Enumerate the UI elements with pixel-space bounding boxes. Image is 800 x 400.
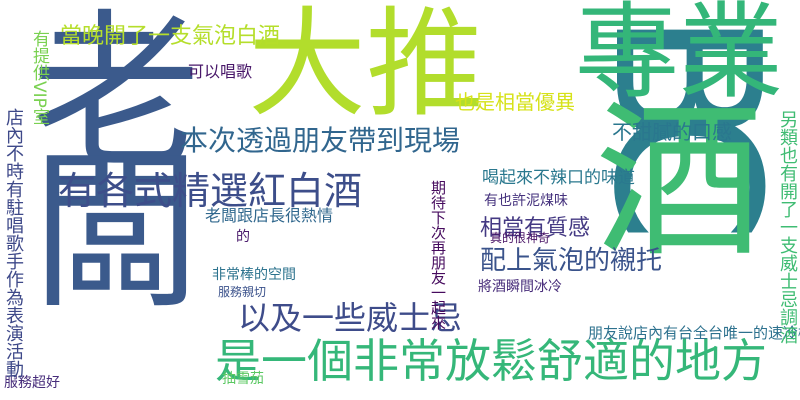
phrase-quick-chiller: 朋友說店內有台全台唯一的速冷機 bbox=[588, 324, 800, 342]
phrase-service-friendly: 服務親切 bbox=[218, 285, 267, 299]
phrase-whisky-cocktail: 另類也有開了一支威士忌調酒 bbox=[777, 110, 798, 344]
phrase-vip-room: 有提供VIP室 bbox=[29, 30, 49, 125]
phrase-great-service: 服務超好 bbox=[4, 375, 60, 391]
phrase-enthusiastic: 老闆跟店長很熱情 bbox=[205, 206, 334, 225]
phrase-karaoke: 可以唱歌 bbox=[188, 62, 253, 81]
phrase-next-time: 期待下次再朋友一起來 bbox=[429, 180, 447, 330]
phrase-magical: 真的很神奇 bbox=[490, 231, 551, 245]
phrase-peat: 有也許泥煤味 bbox=[484, 193, 568, 209]
phrase-whisky: 以及一些威士忌 bbox=[238, 299, 463, 337]
phrase-great-space: 非常棒的空間 bbox=[212, 267, 296, 283]
phrase-bubbles: 配上氣泡的襯托 bbox=[480, 246, 663, 276]
word-boss: 老闆 bbox=[1, 2, 199, 282]
phrase-live-singer: 店內不時有駐唱歌手作為表演活動 bbox=[3, 108, 24, 378]
word-wine: 酒 bbox=[595, 84, 763, 280]
phrase-quality: 相當有質感 bbox=[480, 216, 591, 241]
phrase-excellent: 也是相當優異 bbox=[455, 90, 575, 114]
phrase-not-spicy: 喝起來不辣口的味道 bbox=[482, 168, 635, 188]
phrase-cigar: 抽雪茄 bbox=[222, 371, 264, 387]
word-bc: BC bbox=[569, 10, 800, 204]
phrase-chill: 將酒瞬間冰冷 bbox=[478, 279, 562, 295]
phrase-sparkling-white: 當晚開了一支氣泡白酒 bbox=[60, 24, 281, 49]
phrase-selected-wines: 有各式精選紅白酒 bbox=[58, 169, 363, 213]
word-recommend: 大推 bbox=[248, 0, 485, 133]
phrase-brought-by-friend: 本次透過朋友帶到現場 bbox=[180, 124, 461, 157]
phrase-not-sweet: 不甜膩的口感 bbox=[612, 120, 732, 144]
word-de: 的 bbox=[236, 229, 250, 245]
word-professional: 專業 bbox=[575, 0, 784, 113]
phrase-relaxing-place: 是一個非常放鬆舒適的地方 bbox=[215, 334, 767, 388]
